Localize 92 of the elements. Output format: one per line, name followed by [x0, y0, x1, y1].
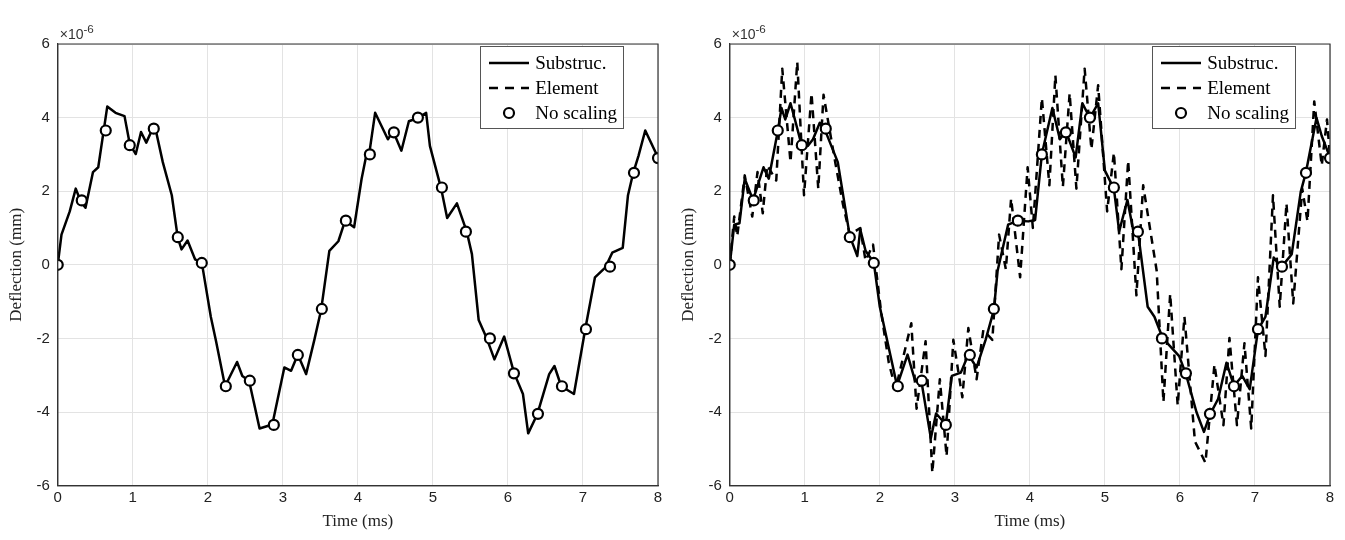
point	[1035, 148, 1048, 161]
x-tick-label: 0	[725, 487, 734, 505]
x-tick-label: 6	[503, 487, 513, 505]
point	[531, 407, 545, 420]
x-tick-label: 7	[578, 487, 588, 505]
y-axis-title: Deflection (mm)	[677, 207, 697, 322]
point	[579, 323, 593, 336]
point	[939, 418, 952, 431]
point	[315, 302, 328, 316]
point	[627, 166, 641, 179]
point	[339, 214, 352, 227]
legend-label: Substruc.	[1207, 51, 1279, 75]
point	[1107, 181, 1121, 194]
x-axis-title: Time (ms)	[994, 511, 1066, 531]
point	[987, 302, 1000, 316]
x-tick-label: 1	[800, 487, 809, 505]
point	[891, 380, 904, 393]
point	[75, 194, 88, 207]
point	[435, 181, 449, 194]
x-tick-label: 4	[353, 487, 363, 505]
point	[1251, 323, 1265, 336]
x-tick-label: 4	[1025, 487, 1035, 505]
x-tick-label: 7	[1250, 487, 1260, 505]
x-tick-label: 5	[428, 487, 438, 505]
y-tick-label: 0	[41, 254, 50, 272]
x-tick-label: 8	[653, 487, 663, 505]
x-tick-label: 8	[1325, 487, 1335, 505]
x-tick-label: 3	[950, 487, 960, 505]
x-axis-title: Time (ms)	[322, 511, 394, 531]
y-axis-title: Deflection (mm)	[5, 207, 25, 322]
point	[603, 260, 617, 273]
point	[747, 194, 760, 207]
point	[411, 111, 424, 124]
point	[1011, 214, 1024, 227]
point	[459, 225, 473, 238]
y-tick-label: -2	[708, 328, 722, 346]
point	[843, 231, 856, 244]
legend-label: Substruc.	[535, 51, 607, 75]
legend-label: Element	[535, 76, 599, 100]
point	[915, 374, 928, 387]
point	[123, 139, 136, 152]
x-tick-label: 2	[875, 487, 884, 505]
y-tick-label: -4	[708, 402, 722, 420]
point	[147, 122, 160, 135]
x-tick-label: 0	[53, 487, 62, 505]
point	[171, 231, 184, 244]
y-tick-label: -4	[36, 402, 50, 420]
point	[1059, 126, 1072, 139]
y-tick-label: -6	[36, 475, 50, 493]
x-tick-label: 2	[203, 487, 212, 505]
x-tick-label: 1	[128, 487, 137, 505]
y-tick-label: -6	[708, 475, 722, 493]
point	[387, 126, 400, 139]
y-tick-label: 0	[713, 254, 722, 272]
point	[1275, 260, 1289, 273]
point	[267, 418, 280, 431]
point	[1203, 407, 1217, 420]
point	[1227, 380, 1241, 393]
point	[1299, 166, 1313, 179]
legend-label: No scaling	[1207, 101, 1289, 125]
y-tick-label: 2	[713, 181, 722, 199]
x-tick-label: 5	[1100, 487, 1110, 505]
point	[555, 380, 569, 393]
point	[507, 367, 521, 380]
text: ×10$^{-6}$	[731, 22, 766, 42]
point	[963, 348, 976, 362]
x-tick-label: 6	[1175, 487, 1185, 505]
point	[99, 124, 112, 137]
point	[795, 139, 808, 152]
x-tick-label: 3	[278, 487, 288, 505]
y-tick-label: 6	[713, 34, 722, 52]
point	[819, 122, 832, 135]
point	[291, 348, 304, 362]
legend-label: No scaling	[535, 101, 617, 125]
text: ×10$^{-6}$	[59, 22, 94, 42]
y-tick-label: 6	[41, 34, 50, 52]
point	[363, 148, 376, 161]
point	[1131, 225, 1145, 238]
legend-label: Element	[1207, 76, 1271, 100]
y-tick-label: 2	[41, 181, 50, 199]
y-tick-label: -2	[36, 328, 50, 346]
point	[867, 256, 880, 270]
point	[1083, 111, 1096, 124]
y-tick-label: 4	[713, 107, 722, 125]
y-tick-label: 4	[41, 107, 50, 125]
point	[771, 124, 784, 137]
point	[1179, 367, 1193, 380]
point	[219, 380, 232, 393]
point	[483, 332, 497, 345]
point	[243, 374, 256, 387]
point	[195, 256, 208, 270]
point	[1155, 332, 1169, 345]
